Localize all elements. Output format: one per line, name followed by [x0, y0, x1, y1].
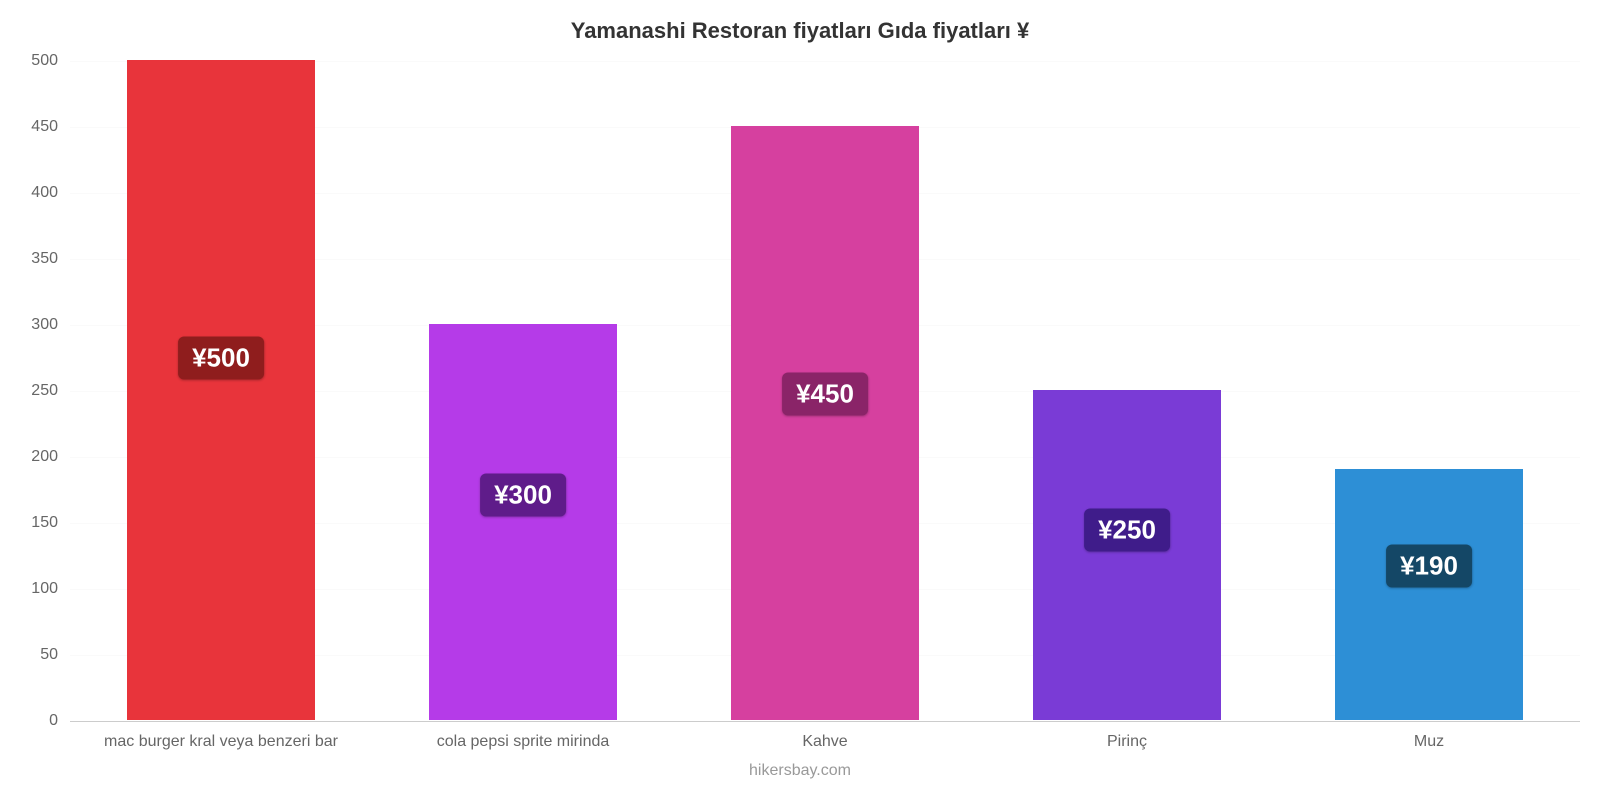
ytick-label: 500 — [0, 52, 58, 70]
ytick-label: 50 — [0, 646, 58, 664]
x-axis-line — [70, 721, 1580, 722]
chart-title: Yamanashi Restoran fiyatları Gıda fiyatl… — [0, 0, 1600, 44]
credit-text: hikersbay.com — [0, 762, 1600, 780]
value-label: ¥500 — [178, 337, 264, 380]
xtick-label: Muz — [1414, 733, 1444, 751]
xtick-label: Kahve — [802, 733, 847, 751]
value-label: ¥300 — [480, 474, 566, 517]
bar — [1335, 469, 1522, 720]
chart-container: Yamanashi Restoran fiyatları Gıda fiyatl… — [0, 0, 1600, 800]
ytick-label: 100 — [0, 580, 58, 598]
xtick-label: Pirinç — [1107, 733, 1147, 751]
xtick-label: mac burger kral veya benzeri bar — [104, 733, 338, 751]
plot-area: 050100150200250300350400450500mac burger… — [70, 60, 1580, 720]
ytick-label: 150 — [0, 514, 58, 532]
xtick-label: cola pepsi sprite mirinda — [437, 733, 610, 751]
ytick-label: 200 — [0, 448, 58, 466]
value-label: ¥450 — [782, 373, 868, 416]
ytick-label: 250 — [0, 382, 58, 400]
value-label: ¥250 — [1084, 508, 1170, 551]
ytick-label: 0 — [0, 712, 58, 730]
bar — [127, 60, 314, 720]
value-label: ¥190 — [1386, 544, 1472, 587]
bar — [1033, 390, 1220, 720]
bar — [429, 324, 616, 720]
ytick-label: 400 — [0, 184, 58, 202]
ytick-label: 450 — [0, 118, 58, 136]
ytick-label: 300 — [0, 316, 58, 334]
ytick-label: 350 — [0, 250, 58, 268]
bar — [731, 126, 918, 720]
